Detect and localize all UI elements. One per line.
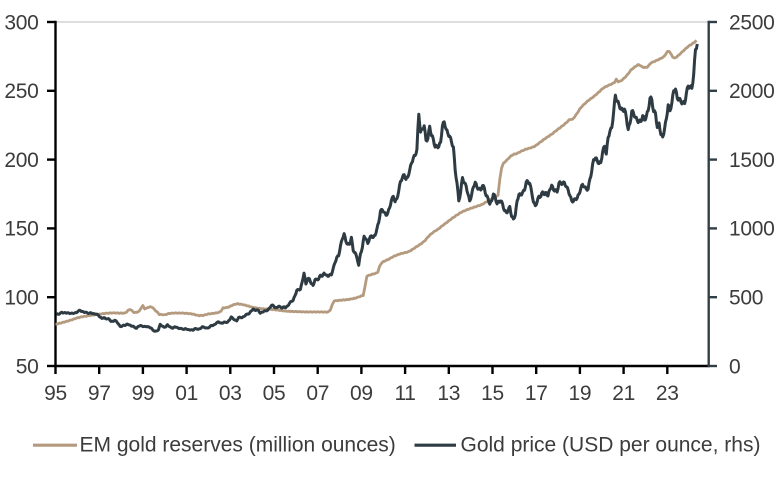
svg-text:23: 23 <box>656 382 679 405</box>
svg-text:2500: 2500 <box>729 11 775 34</box>
svg-text:100: 100 <box>4 287 38 310</box>
svg-text:03: 03 <box>219 382 242 405</box>
svg-text:21: 21 <box>612 382 635 405</box>
svg-text:50: 50 <box>16 355 39 378</box>
svg-text:500: 500 <box>729 287 763 310</box>
svg-text:17: 17 <box>525 382 548 405</box>
svg-text:97: 97 <box>88 382 111 405</box>
svg-text:200: 200 <box>4 149 38 172</box>
svg-text:1500: 1500 <box>729 149 775 172</box>
svg-text:07: 07 <box>306 382 329 405</box>
svg-text:11: 11 <box>394 382 415 405</box>
svg-text:15: 15 <box>481 382 504 405</box>
svg-text:19: 19 <box>569 382 592 405</box>
svg-text:01: 01 <box>175 382 198 405</box>
svg-text:13: 13 <box>437 382 460 405</box>
svg-text:1000: 1000 <box>729 218 775 241</box>
svg-text:150: 150 <box>4 218 38 241</box>
svg-text:2000: 2000 <box>729 80 775 103</box>
svg-text:300: 300 <box>4 11 38 34</box>
svg-text:95: 95 <box>44 382 67 405</box>
svg-text:0: 0 <box>729 355 740 378</box>
svg-text:EM gold reserves (million ounc: EM gold reserves (million ounces) <box>80 434 396 457</box>
svg-text:09: 09 <box>350 382 373 405</box>
svg-text:Gold price (USD per ounce, rhs: Gold price (USD per ounce, rhs) <box>461 434 761 457</box>
svg-text:99: 99 <box>132 382 155 405</box>
svg-text:05: 05 <box>263 382 286 405</box>
svg-text:250: 250 <box>4 80 38 103</box>
